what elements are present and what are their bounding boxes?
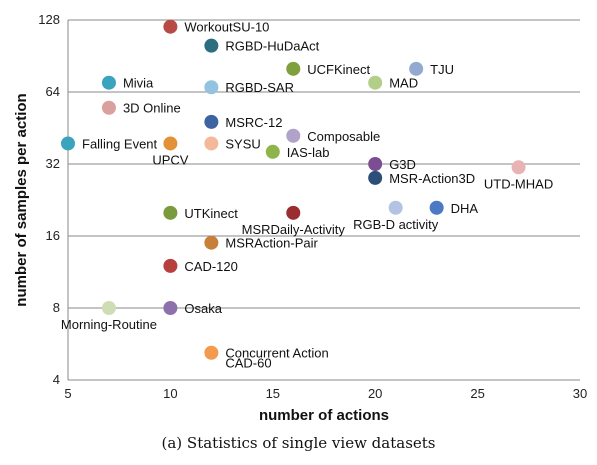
x-tick-label: 30 [573, 386, 587, 401]
point-label: SYSU [225, 136, 260, 151]
data-point [204, 115, 218, 129]
data-point [163, 20, 177, 34]
data-point [286, 206, 300, 220]
point-label: UPCV [152, 152, 188, 167]
point-label: TJU [430, 62, 454, 77]
point-label: DHA [451, 201, 479, 216]
point-label: RGBD-HuDaAct [225, 39, 319, 54]
y-axis-title: number of samples per action [13, 93, 30, 306]
point-label: MSRDaily-Activity [242, 222, 346, 237]
y-tick-label: 4 [53, 372, 60, 387]
data-point [368, 157, 382, 171]
data-point [163, 206, 177, 220]
point-label: WorkoutSU-10 [184, 20, 269, 35]
data-point [430, 201, 444, 215]
data-point [389, 201, 403, 215]
x-tick-label: 15 [266, 386, 280, 401]
data-point [204, 136, 218, 150]
y-tick-label: 16 [46, 228, 60, 243]
x-tick-label: 25 [470, 386, 484, 401]
point-label: Composable [307, 129, 380, 144]
point-label: UTD-MHAD [484, 176, 553, 191]
data-point [102, 301, 116, 315]
y-tick-label: 8 [53, 300, 60, 315]
point-label: Osaka [184, 301, 222, 316]
x-tick-label: 5 [64, 386, 71, 401]
x-axis-title: number of actions [259, 407, 389, 424]
x-tick-label: 20 [368, 386, 382, 401]
point-label: G3D [389, 157, 416, 172]
point-label: Mivia [123, 76, 154, 91]
point-label: CAD-120 [184, 259, 237, 274]
point-labels: WorkoutSU-10 RGBD-HuDaAct UCFKinect TJU Mivi… [61, 20, 553, 371]
data-points [61, 20, 526, 360]
data-point [204, 80, 218, 94]
data-point [512, 160, 526, 174]
point-label: Morning-Routine [61, 317, 157, 332]
data-point [204, 39, 218, 53]
x-tick-label: 10 [163, 386, 177, 401]
figure-caption: (a) Statistics of single view datasets [0, 434, 597, 452]
data-point [286, 62, 300, 76]
data-point [163, 259, 177, 273]
y-tick-label: 128 [38, 12, 60, 27]
point-label: 3D Online [123, 101, 181, 116]
scatter-chart: 4 8 16 32 64 128 5 10 15 20 25 30 WorkoutSU-10 RGBD-… [0, 0, 597, 430]
data-point [266, 145, 280, 159]
data-point [102, 101, 116, 115]
point-label: RGBD-SAR [225, 80, 294, 95]
point-label: MAD [389, 76, 418, 91]
data-point [163, 301, 177, 315]
data-point [368, 171, 382, 185]
point-label: CAD-60 [225, 356, 271, 371]
data-point [102, 76, 116, 90]
data-point [204, 346, 218, 360]
point-label: MSRAction-Pair [225, 236, 318, 251]
point-label: RGB-D activity [353, 217, 439, 232]
point-label: Falling Event [82, 136, 158, 151]
y-tick-label: 32 [46, 156, 60, 171]
data-point [286, 129, 300, 143]
data-point [163, 136, 177, 150]
point-label: UTKinect [184, 206, 238, 221]
y-tick-label: 64 [46, 84, 60, 99]
data-point [368, 76, 382, 90]
point-label: MSR-Action3D [389, 171, 475, 186]
point-label: MSRC-12 [225, 115, 282, 130]
data-point [61, 136, 75, 150]
data-point [409, 62, 423, 76]
data-point [204, 236, 218, 250]
point-label: IAS-lab [287, 145, 330, 160]
point-label: UCFKinect [307, 62, 370, 77]
